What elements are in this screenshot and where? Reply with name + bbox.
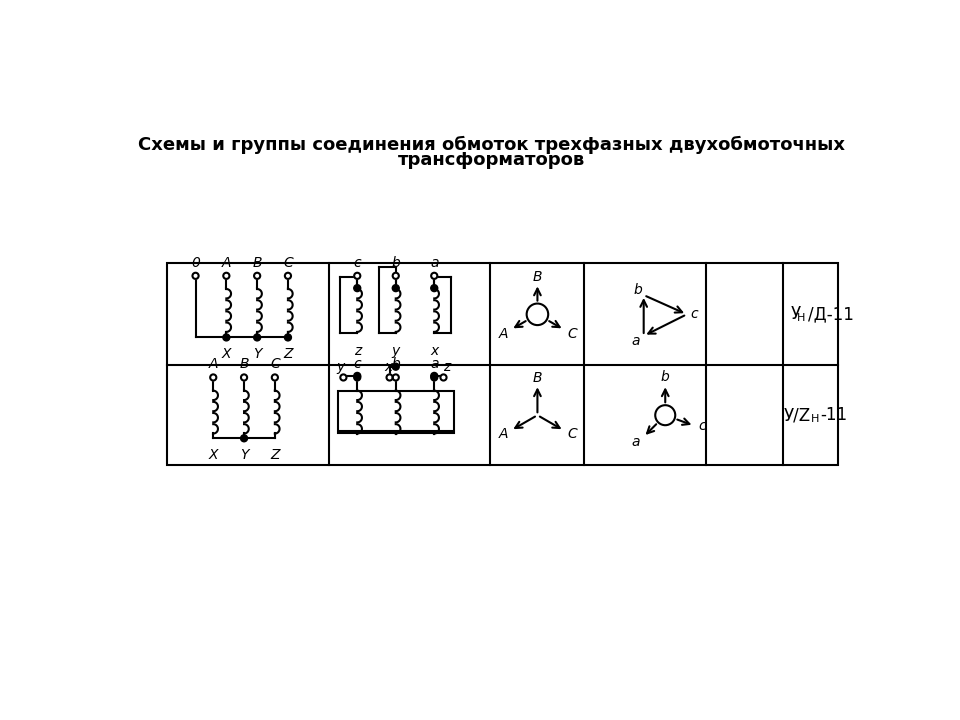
Text: A: A	[222, 256, 231, 270]
Text: c: c	[698, 419, 706, 433]
Circle shape	[431, 273, 438, 279]
Circle shape	[431, 374, 438, 381]
Text: трансформаторов: трансформаторов	[398, 151, 586, 169]
Text: y: y	[392, 343, 400, 358]
Text: X: X	[222, 346, 231, 361]
Text: x: x	[430, 343, 439, 358]
Text: B: B	[239, 357, 249, 372]
Circle shape	[285, 273, 291, 279]
Circle shape	[431, 284, 438, 292]
Text: a: a	[430, 256, 439, 270]
Circle shape	[241, 435, 248, 442]
Text: C: C	[567, 327, 577, 341]
Circle shape	[272, 374, 278, 381]
Text: B: B	[533, 270, 542, 284]
Circle shape	[340, 374, 347, 381]
Circle shape	[354, 284, 361, 292]
Circle shape	[354, 372, 361, 379]
Text: z: z	[443, 361, 450, 374]
Circle shape	[241, 374, 247, 381]
Circle shape	[354, 273, 360, 279]
Text: Схемы и группы соединения обмоток трехфазных двухобмоточных: Схемы и группы соединения обмоток трехфа…	[138, 136, 846, 154]
Text: a: a	[632, 436, 640, 449]
Circle shape	[393, 374, 398, 381]
Text: B: B	[533, 372, 542, 385]
Text: B: B	[252, 256, 262, 270]
Circle shape	[223, 334, 229, 341]
Circle shape	[431, 372, 438, 379]
Circle shape	[441, 374, 446, 381]
Text: b: b	[392, 256, 400, 270]
Text: Y: Y	[240, 448, 249, 462]
Circle shape	[393, 363, 399, 370]
Text: a: a	[632, 334, 640, 348]
Text: Y: Y	[252, 346, 261, 361]
Circle shape	[393, 273, 398, 279]
Text: c: c	[353, 357, 361, 372]
Text: C: C	[283, 256, 293, 270]
Text: Н: Н	[798, 313, 805, 323]
Text: A: A	[498, 428, 508, 441]
Text: A: A	[498, 327, 508, 341]
Text: Н: Н	[810, 414, 819, 424]
Text: x: x	[384, 361, 393, 374]
Circle shape	[284, 334, 292, 341]
Circle shape	[387, 374, 393, 381]
Text: 0: 0	[191, 256, 200, 270]
Text: Z: Z	[270, 448, 279, 462]
Text: y: y	[336, 361, 345, 374]
Text: C: C	[270, 357, 279, 372]
Text: a: a	[430, 357, 439, 372]
Circle shape	[254, 273, 260, 279]
Text: c: c	[353, 256, 361, 270]
Text: A: A	[208, 357, 218, 372]
Circle shape	[192, 273, 199, 279]
Circle shape	[354, 374, 360, 381]
Text: b: b	[634, 283, 642, 297]
Circle shape	[210, 374, 216, 381]
Circle shape	[393, 284, 399, 292]
Circle shape	[224, 273, 229, 279]
Circle shape	[527, 304, 548, 325]
Text: -11: -11	[820, 406, 847, 424]
Text: У: У	[790, 305, 801, 323]
Text: b: b	[660, 371, 670, 384]
Text: /Д-11: /Д-11	[807, 305, 853, 323]
Text: Z: Z	[283, 346, 293, 361]
Text: c: c	[690, 307, 698, 321]
Text: X: X	[208, 448, 218, 462]
Text: b: b	[392, 357, 400, 372]
Text: z: z	[353, 343, 361, 358]
Circle shape	[656, 405, 675, 426]
Circle shape	[253, 334, 260, 341]
Text: У/Z: У/Z	[783, 406, 810, 424]
Text: C: C	[567, 428, 577, 441]
